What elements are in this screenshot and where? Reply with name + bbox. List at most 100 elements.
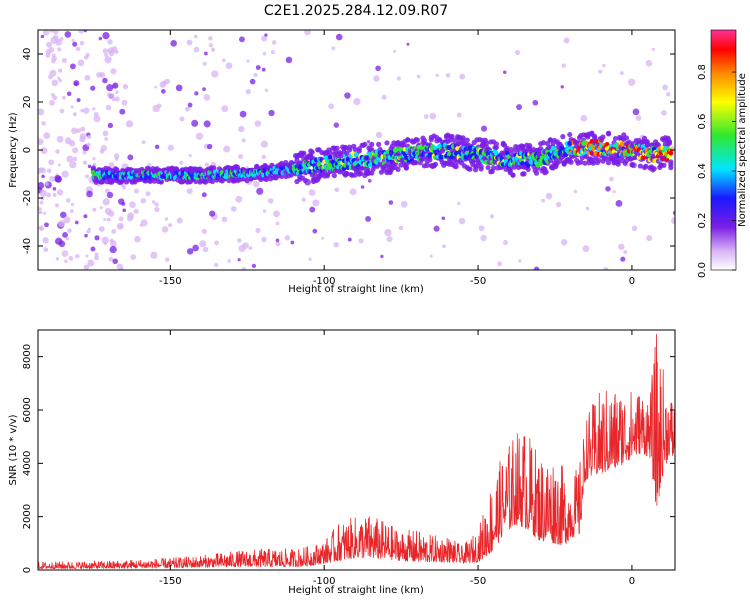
spectrogram-noise-cell (104, 137, 108, 141)
x-tick-label: 0 (629, 576, 635, 587)
spectrogram-noise-cell (69, 161, 77, 169)
spectrogram-noise-cell (82, 150, 87, 155)
spectrogram-noise-cell (74, 220, 79, 225)
spectrogram-noise-cell (312, 228, 318, 234)
colorbar-tick-label: 0.8 (697, 64, 708, 80)
spectrogram-noise-cell (275, 241, 281, 247)
spectrogram-noise-cell (80, 108, 85, 113)
spectrogram-ridge-halo (352, 146, 358, 153)
spectrogram-noise-cell (358, 238, 364, 244)
spectrogram-noise-cell (347, 237, 352, 242)
spectrogram-noise-cell (55, 149, 60, 154)
spectrogram-noise-cell (56, 135, 64, 143)
spectrogram-noise-cell (627, 78, 636, 86)
spectrogram-noise-cell (256, 187, 264, 195)
spectrogram-noise-cell (92, 157, 96, 161)
spectrogram-noise-cell (238, 153, 244, 160)
spectrogram-noise-cell (45, 49, 52, 55)
spectrogram-noise-cell (145, 191, 151, 197)
spectrogram-noise-cell (458, 217, 466, 225)
colorbar-tick-label: 0.0 (697, 262, 708, 278)
spectrogram-ridge-halo (395, 166, 401, 172)
spectrogram-noise-cell (50, 92, 55, 97)
spectrogram-noise-cell (150, 251, 158, 259)
spectrogram-ridge-halo (493, 141, 499, 147)
spectrogram-noise-cell (43, 247, 49, 253)
spectrogram-ridge-cell (668, 150, 674, 156)
spectrogram-noise-cell (52, 187, 57, 191)
spectrogram-noise-cell (271, 40, 277, 45)
spectrogram-noise-cell (80, 126, 86, 132)
spectrogram-noise-cell (165, 257, 170, 262)
spectrogram-noise-cell (57, 47, 62, 52)
spectrogram-noise-cell (70, 202, 75, 207)
spectrogram-ridge-halo (525, 166, 531, 173)
y-tick-label: 0 (22, 147, 33, 153)
spectrogram-noise-cell (573, 189, 578, 194)
spectrogram-noise-cell (100, 144, 108, 152)
spectrogram-noise-cell (119, 224, 124, 229)
spectrogram-noise-cell (51, 79, 59, 87)
spectrogram-noise-cell (433, 225, 440, 232)
spectrogram-noise-cell (61, 250, 69, 257)
spectrogram-noise-cell (156, 103, 162, 109)
spectrogram-noise-cell (459, 73, 466, 80)
spectrogram-x-ticks: -150 -100 -50 0 (159, 30, 635, 287)
spectrogram-ridge-halo (114, 167, 120, 173)
spectrogram-noise-cell (83, 30, 87, 33)
spectrogram-noise-cell (176, 217, 183, 224)
spectrogram-noise-cell (127, 154, 134, 161)
snr-y-ticks: 0 2000 4000 6000 8000 (22, 344, 675, 573)
spectrogram-noise-cell (605, 186, 611, 192)
spectrogram-noise-cell (612, 190, 616, 194)
spectrogram-noise-cell (248, 246, 253, 250)
spectrogram-noise-cell (221, 216, 228, 223)
spectrogram-noise-cell (456, 112, 462, 118)
spectrogram-noise-cell (309, 206, 316, 213)
spectrogram-noise-cell (672, 210, 675, 215)
spectrogram-noise-cell (82, 160, 88, 165)
spectrogram-noise-cell (66, 155, 74, 163)
spectrogram-noise-cell (86, 190, 93, 198)
spectrogram-noise-cell (331, 46, 336, 51)
spectrogram-noise-cell (125, 120, 134, 128)
spectrogram-noise-cell (620, 256, 626, 262)
spectrogram-noise-cell (141, 140, 146, 145)
spectrogram-ridge-halo (543, 169, 549, 175)
spectrogram-noise-cell (585, 206, 590, 211)
spectrogram-noise-cell (93, 115, 101, 123)
spectrogram-noise-cell (186, 248, 194, 255)
spectrogram-noise-cell (111, 46, 118, 53)
colorbar-gradient (710, 29, 737, 271)
spectrogram-noise-cell (260, 140, 269, 148)
spectrogram-ridge-halo (342, 144, 349, 151)
spectrogram-noise-cell (68, 140, 76, 147)
spectrogram-noise-cell (400, 200, 408, 208)
spectrogram-ridge-halo (244, 177, 250, 184)
spectrogram-noise-cell (154, 202, 159, 207)
spectrogram-ridge-cell (590, 146, 596, 151)
spectrogram-noise-cell (227, 259, 231, 263)
spectrogram-noise-cell (203, 51, 208, 56)
spectrogram-noise-cell (52, 34, 59, 41)
spectrogram-noise-cell (66, 91, 72, 97)
spectrogram-noise-cell (497, 261, 503, 267)
spectrogram-ridge-halo (413, 160, 419, 166)
spectrogram-ridge-halo (334, 145, 340, 151)
spectrogram-noise-cell (264, 88, 269, 92)
spectrogram-noise-cell (106, 84, 114, 92)
spectrogram-noise-cell (41, 121, 46, 126)
spectrogram-noise-cell (264, 33, 268, 37)
spectrogram-noise-cell (393, 49, 397, 54)
snr-axes-frame (37, 329, 676, 571)
spectrogram-noise-cell (102, 130, 109, 137)
spectrogram-noise-cell (208, 36, 213, 41)
colorbar-label: Normalized spectral amplitude (737, 73, 748, 227)
spectrogram-noise-cell (353, 97, 361, 106)
spectrogram-ridge-halo (661, 162, 667, 168)
spectrogram-noise-cell (68, 256, 74, 261)
spectrogram-ridge-halo (344, 171, 350, 177)
spectrogram-ridge-halo (605, 130, 612, 136)
spectrogram-ridge-halo (668, 161, 674, 168)
